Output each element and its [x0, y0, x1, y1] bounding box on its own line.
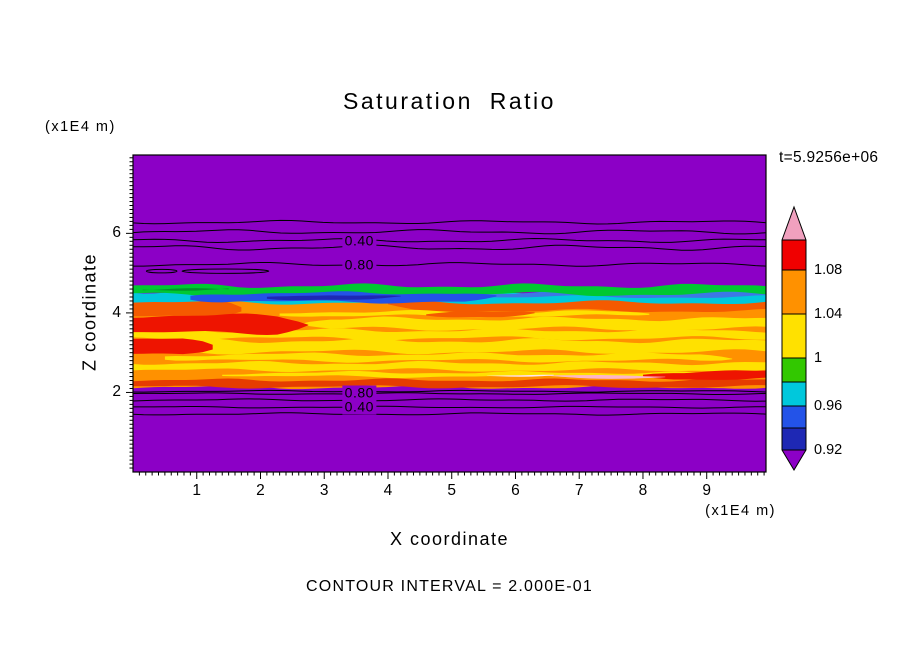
- contour-interval-label: CONTOUR INTERVAL = 2.000E-01: [306, 578, 593, 595]
- x-tick-label: 6: [511, 482, 520, 499]
- x-tick-label: 5: [447, 482, 457, 499]
- x-tick-label: 3: [319, 482, 329, 499]
- y-tick-label: 2: [112, 383, 121, 401]
- x-tick-label: 2: [256, 482, 265, 499]
- axis-ticks: [126, 157, 765, 479]
- contour-label: 0.80: [342, 384, 376, 401]
- x-tick-label: 8: [638, 482, 648, 499]
- plot-frame: [132, 154, 767, 473]
- colorbar-label: 1: [814, 350, 823, 366]
- colorbar-label: 0.96: [814, 398, 843, 414]
- colorbar: [781, 205, 807, 471]
- x-tick-label: 9: [702, 482, 712, 499]
- x-axis-label: X coordinate: [389, 529, 510, 549]
- x-tick-label: 1: [192, 482, 202, 499]
- contour-label: 0.80: [342, 256, 376, 273]
- x-axis-units: (x1E4 m): [705, 503, 776, 519]
- colorbar-label: 0.92: [814, 442, 843, 458]
- contour-label: 0.40: [342, 232, 376, 248]
- contour-lines: [133, 219, 766, 416]
- x-tick-label: 4: [383, 482, 393, 499]
- contour-label: 0.40: [342, 398, 376, 415]
- chart-title: Saturation Ratio: [343, 88, 556, 114]
- time-annotation: t=5.9256e+06: [779, 149, 879, 166]
- contour-fill-bands: [133, 283, 766, 390]
- colorbar-label: 1.04: [814, 306, 843, 322]
- x-tick-label: 7: [574, 482, 584, 499]
- y-tick-label: 6: [112, 224, 121, 242]
- y-tick-label: 4: [112, 303, 121, 321]
- y-axis-units: (x1E4 m): [45, 119, 116, 135]
- colorbar-label: 1.08: [814, 262, 843, 278]
